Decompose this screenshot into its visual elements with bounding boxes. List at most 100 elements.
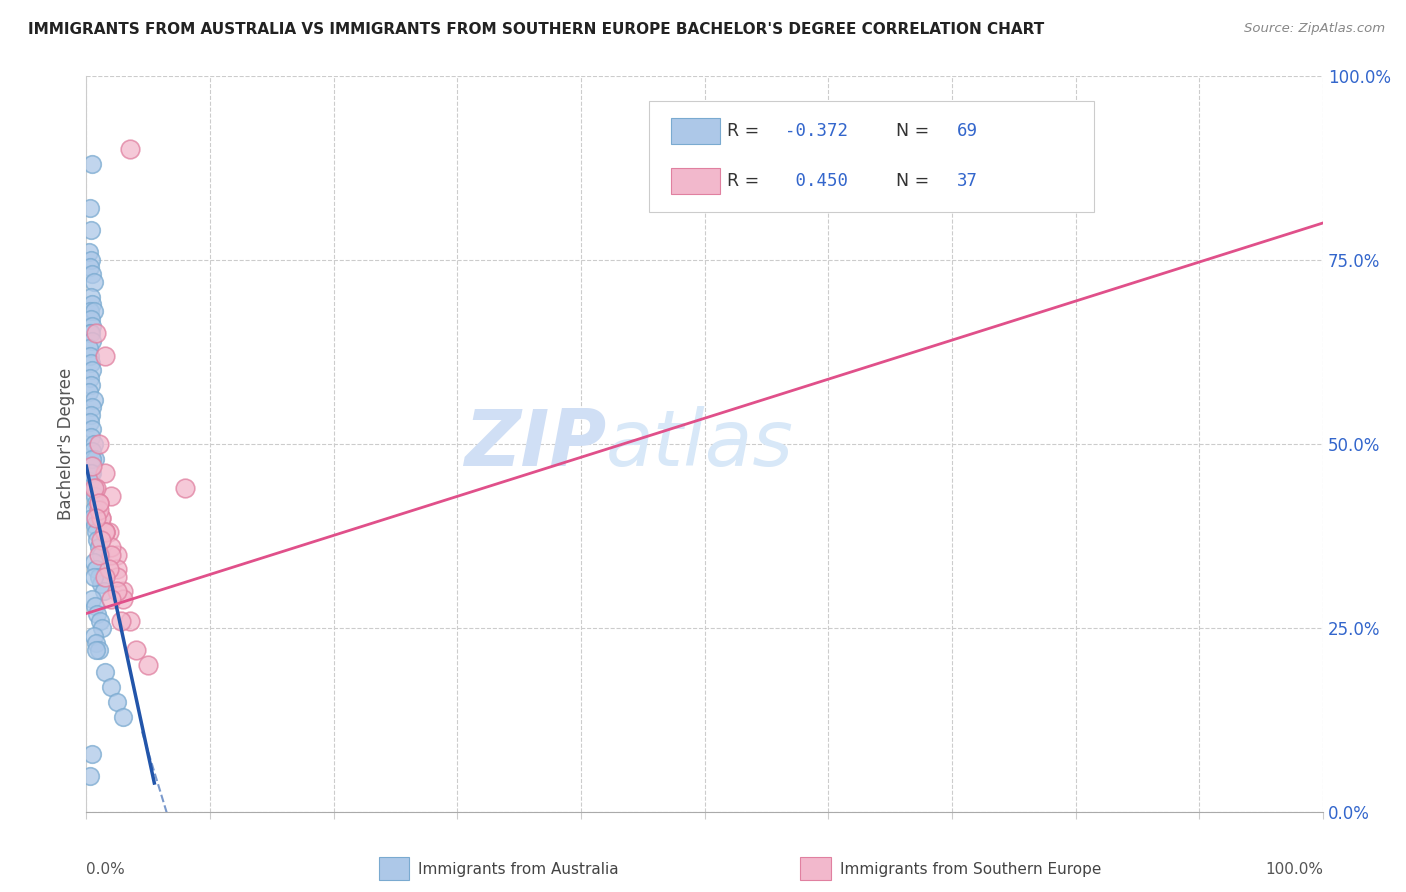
Point (80, 252, 103, 267)
Point (82, 510, 104, 524)
Text: Immigrants from Southern Europe: Immigrants from Southern Europe (839, 863, 1101, 877)
Point (84, 496, 107, 510)
Point (112, 584, 135, 599)
Point (93, 584, 115, 599)
Text: ZIP: ZIP (464, 406, 606, 482)
Point (90, 533, 112, 547)
Point (112, 591, 135, 606)
Text: R =: R = (727, 172, 765, 190)
Text: 0.450: 0.450 (785, 172, 848, 190)
Point (84, 481, 107, 495)
Point (80, 408, 103, 422)
Point (83, 392, 105, 407)
Point (94, 569, 117, 583)
Point (82, 444, 104, 458)
Point (82, 297, 104, 311)
Point (79, 349, 101, 363)
Point (79, 769, 101, 783)
Point (112, 709, 135, 723)
Point (84, 643, 107, 657)
FancyBboxPatch shape (671, 118, 720, 144)
Point (84, 489, 107, 503)
Point (79, 326, 101, 341)
Text: Source: ZipAtlas.com: Source: ZipAtlas.com (1244, 22, 1385, 36)
Point (84, 518, 107, 533)
Point (118, 614, 141, 628)
Point (79, 415, 101, 429)
Text: Immigrants from Australia: Immigrants from Australia (418, 863, 619, 877)
Point (97, 525, 120, 540)
Point (87, 496, 110, 510)
Point (86, 533, 108, 547)
Point (105, 695, 128, 709)
Text: N =: N = (897, 122, 935, 140)
Point (84, 451, 107, 466)
Point (80, 223, 103, 237)
Point (82, 400, 104, 414)
Point (87, 437, 110, 451)
Point (174, 481, 197, 495)
Point (136, 658, 159, 673)
Point (80, 378, 103, 392)
Text: N =: N = (897, 172, 935, 190)
FancyBboxPatch shape (650, 102, 1094, 212)
Point (82, 747, 104, 761)
Text: atlas: atlas (606, 406, 793, 482)
Point (86, 607, 108, 621)
Point (80, 467, 103, 481)
Point (94, 467, 117, 481)
Point (87, 503, 110, 517)
Point (84, 562, 107, 576)
Point (87, 548, 110, 562)
Point (87, 643, 110, 657)
Point (94, 525, 117, 540)
Point (125, 643, 148, 657)
Point (90, 577, 112, 591)
Point (79, 474, 101, 488)
Point (87, 540, 110, 554)
Point (82, 319, 104, 334)
Point (83, 503, 105, 517)
Point (80, 290, 103, 304)
Point (82, 334, 104, 348)
Point (83, 304, 105, 318)
Point (82, 451, 104, 466)
Point (77, 385, 100, 400)
Point (83, 437, 105, 451)
Point (82, 459, 104, 474)
Point (83, 481, 105, 495)
Point (83, 555, 105, 569)
Point (80, 326, 103, 341)
Text: 100.0%: 100.0% (1265, 863, 1323, 877)
FancyBboxPatch shape (671, 168, 720, 194)
Point (79, 304, 101, 318)
Text: R =: R = (727, 122, 765, 140)
Point (118, 142, 141, 156)
Point (100, 489, 122, 503)
Point (80, 311, 103, 326)
Point (87, 569, 110, 583)
Point (82, 157, 104, 171)
Text: -0.372: -0.372 (785, 122, 848, 140)
Point (83, 569, 105, 583)
Point (105, 584, 128, 599)
Point (83, 275, 105, 289)
Point (79, 201, 101, 215)
Point (82, 422, 104, 436)
Point (94, 525, 117, 540)
Point (91, 621, 114, 635)
Point (84, 510, 107, 524)
Point (79, 260, 101, 274)
Point (90, 510, 112, 524)
Point (100, 548, 122, 562)
Point (100, 591, 122, 606)
Point (83, 481, 105, 495)
Point (90, 548, 112, 562)
Point (97, 562, 120, 576)
Point (105, 569, 128, 583)
Point (82, 591, 104, 606)
Point (80, 356, 103, 370)
Point (94, 525, 117, 540)
Point (80, 459, 103, 474)
Point (100, 680, 122, 694)
